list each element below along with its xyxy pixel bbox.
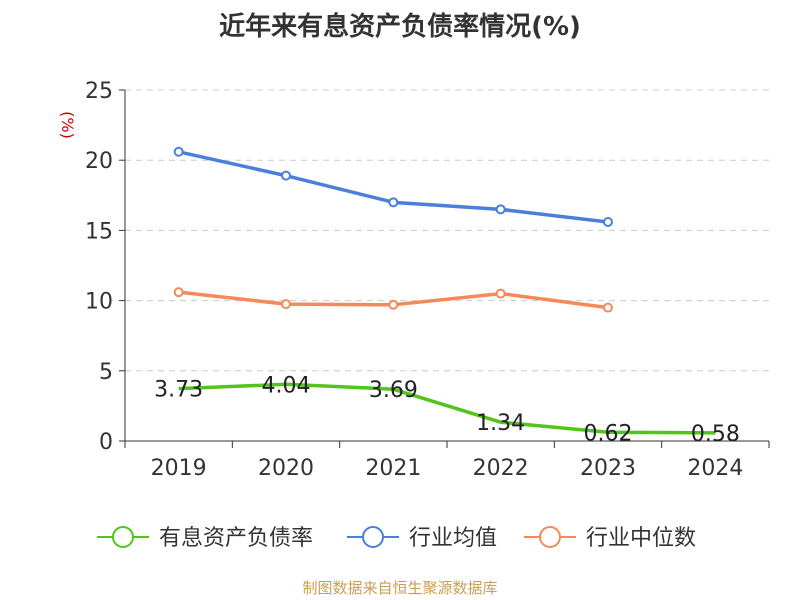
data-point: [173, 146, 184, 157]
data-point: [388, 197, 399, 208]
x-tick-label: 2021: [365, 456, 421, 481]
data-point: [173, 287, 184, 298]
data-point: [603, 302, 613, 313]
x-tick-label: 2019: [151, 456, 207, 481]
series-line: [178, 150, 609, 224]
y-tick-label: 10: [85, 290, 113, 315]
chart-title: 近年来有息资产负债率情况(%): [219, 12, 581, 42]
x-tick-label: 2024: [687, 456, 743, 481]
legend-marker: [539, 526, 561, 548]
legend-marker: [112, 526, 134, 548]
data-label: 1.34: [476, 411, 525, 436]
x-tick-label: 2023: [580, 456, 636, 481]
x-tick-label: 2020: [258, 456, 314, 481]
data-source: 制图数据来自恒生聚源数据库: [302, 579, 498, 597]
data-label: 3.69: [369, 378, 418, 403]
series-line: [178, 382, 716, 435]
y-tick-label: 5: [99, 360, 113, 385]
y-tick-label: 20: [85, 149, 113, 174]
data-point: [495, 204, 506, 215]
y-axis-label: (%): [58, 111, 77, 139]
data-label: 4.04: [262, 373, 311, 398]
data-label: 3.73: [154, 378, 203, 403]
data-point: [603, 216, 613, 227]
data-label: 0.58: [691, 422, 740, 447]
y-tick-label: 25: [85, 79, 113, 104]
y-tick-label: 0: [99, 430, 113, 455]
data-point: [388, 299, 399, 310]
legend-label: 行业中位数: [586, 526, 696, 551]
y-tick-label: 15: [85, 219, 113, 244]
legend-marker: [362, 526, 384, 548]
data-point: [281, 170, 291, 181]
legend-label: 有息资产负债率: [159, 526, 313, 551]
data-point: [281, 299, 291, 310]
legend-label: 行业均值: [409, 526, 497, 551]
data-point: [495, 288, 506, 299]
x-tick-label: 2022: [473, 456, 529, 481]
data-label: 0.62: [584, 421, 633, 446]
